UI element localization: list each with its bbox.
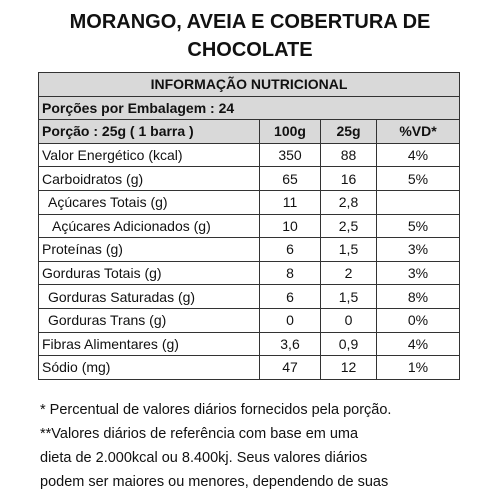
nutrient-value: 0: [320, 307, 377, 333]
table-row: Açúcares Totais (g) 11 2,8: [38, 189, 460, 215]
table-row: Sódio (mg) 47 12 1%: [38, 355, 460, 380]
footnote-line: dieta de 2.000kcal ou 8.400kj. Seus valo…: [40, 450, 368, 466]
nutrient-value: 3%: [376, 237, 460, 262]
nutrient-label: Fibras Alimentares (g): [38, 331, 260, 357]
nutrient-value: 5%: [376, 166, 460, 191]
title: MORANGO, AVEIA E COBERTURA DE CHOCOLATE: [69, 11, 431, 61]
column-header: 25g: [320, 119, 377, 144]
nutrient-label: Sódio (mg): [38, 355, 260, 380]
servings: Porções por Embalagem : 24: [38, 95, 460, 121]
nutrient-value: 0: [259, 307, 321, 333]
nutrient-value: 88: [320, 142, 377, 168]
nutrient-value: 11: [259, 189, 321, 215]
nutrient-value: 8: [259, 260, 321, 286]
nutrient-value: 2,5: [320, 213, 377, 239]
nutrient-value: 1,5: [320, 284, 377, 309]
table-row: Açúcares Adicionados (g) 10 2,5 5%: [38, 213, 460, 239]
nutrient-value: 1%: [376, 355, 460, 380]
column-header: Porção : 25g ( 1 barra ): [38, 119, 260, 144]
nutrient-value: 3,6: [259, 331, 321, 357]
nutrient-value: 2: [320, 260, 377, 286]
nutrient-value: 8%: [376, 284, 460, 309]
nutrient-value: 6: [259, 237, 321, 262]
footnote-line: **Valores diários de referência com base…: [40, 426, 359, 442]
table-row: Gorduras Totais (g) 8 2 3%: [38, 260, 460, 286]
nutrient-value: [376, 189, 460, 215]
nutrient-value: 0%: [376, 307, 460, 333]
table-title-row: INFORMAÇÃO NUTRICIONAL: [38, 72, 460, 97]
footnotes: * Percentual de valores diários fornecid…: [40, 398, 500, 494]
nutrient-value: 4%: [376, 331, 460, 357]
footnote-line: * Percentual de valores diários fornecid…: [40, 402, 392, 418]
table-row: Fibras Alimentares (g) 3,6 0,9 4%: [38, 331, 460, 357]
nutrient-value: 47: [259, 355, 321, 380]
nutrient-label: Valor Energético (kcal): [38, 142, 260, 168]
nutrient-value: 4%: [376, 142, 460, 168]
nutrient-value: 6: [259, 284, 321, 309]
nutrient-label: Gorduras Trans (g): [38, 307, 260, 333]
nutrient-value: 350: [259, 142, 321, 168]
table-row: Gorduras Saturadas (g) 6 1,5 8%: [38, 284, 460, 309]
nutrition-table: INFORMAÇÃO NUTRICIONAL Porções por Embal…: [38, 72, 460, 380]
nutrient-value: 10: [259, 213, 321, 239]
column-header: 100g: [259, 119, 321, 144]
table-row: Valor Energético (kcal) 350 88 4%: [38, 142, 460, 168]
nutrient-value: 3%: [376, 260, 460, 286]
nutrient-label: Açúcares Adicionados (g): [38, 213, 260, 239]
nutrient-value: 16: [320, 166, 377, 191]
nutrient-label: Carboidratos (g): [38, 166, 260, 191]
nutrient-value: 0,9: [320, 331, 377, 357]
table-row: Proteínas (g) 6 1,5 3%: [38, 237, 460, 262]
nutrient-label: Açúcares Totais (g): [38, 189, 260, 215]
nutrient-value: 1,5: [320, 237, 377, 262]
nutrient-label: Gorduras Totais (g): [38, 260, 260, 286]
column-header-row: Porção : 25g ( 1 barra ) 100g 25g %VD*: [38, 119, 460, 144]
nutrient-value: 2,8: [320, 189, 377, 215]
table-row: Gorduras Trans (g) 0 0 0%: [38, 307, 460, 333]
table-body: INFORMAÇÃO NUTRICIONAL Porções por Embal…: [38, 72, 460, 380]
servings-row: Porções por Embalagem : 24: [38, 95, 460, 121]
table-title: INFORMAÇÃO NUTRICIONAL: [38, 72, 460, 97]
nutrient-value: 12: [320, 355, 377, 380]
footnote-line: podem ser maiores ou menores, dependendo…: [40, 474, 389, 490]
column-header: %VD*: [376, 119, 460, 144]
nutrient-value: 65: [259, 166, 321, 191]
nutrient-label: Proteínas (g): [38, 237, 260, 262]
nutrient-value: 5%: [376, 213, 460, 239]
nutrient-label: Gorduras Saturadas (g): [38, 284, 260, 309]
table-row: Carboidratos (g) 65 16 5%: [38, 166, 460, 191]
